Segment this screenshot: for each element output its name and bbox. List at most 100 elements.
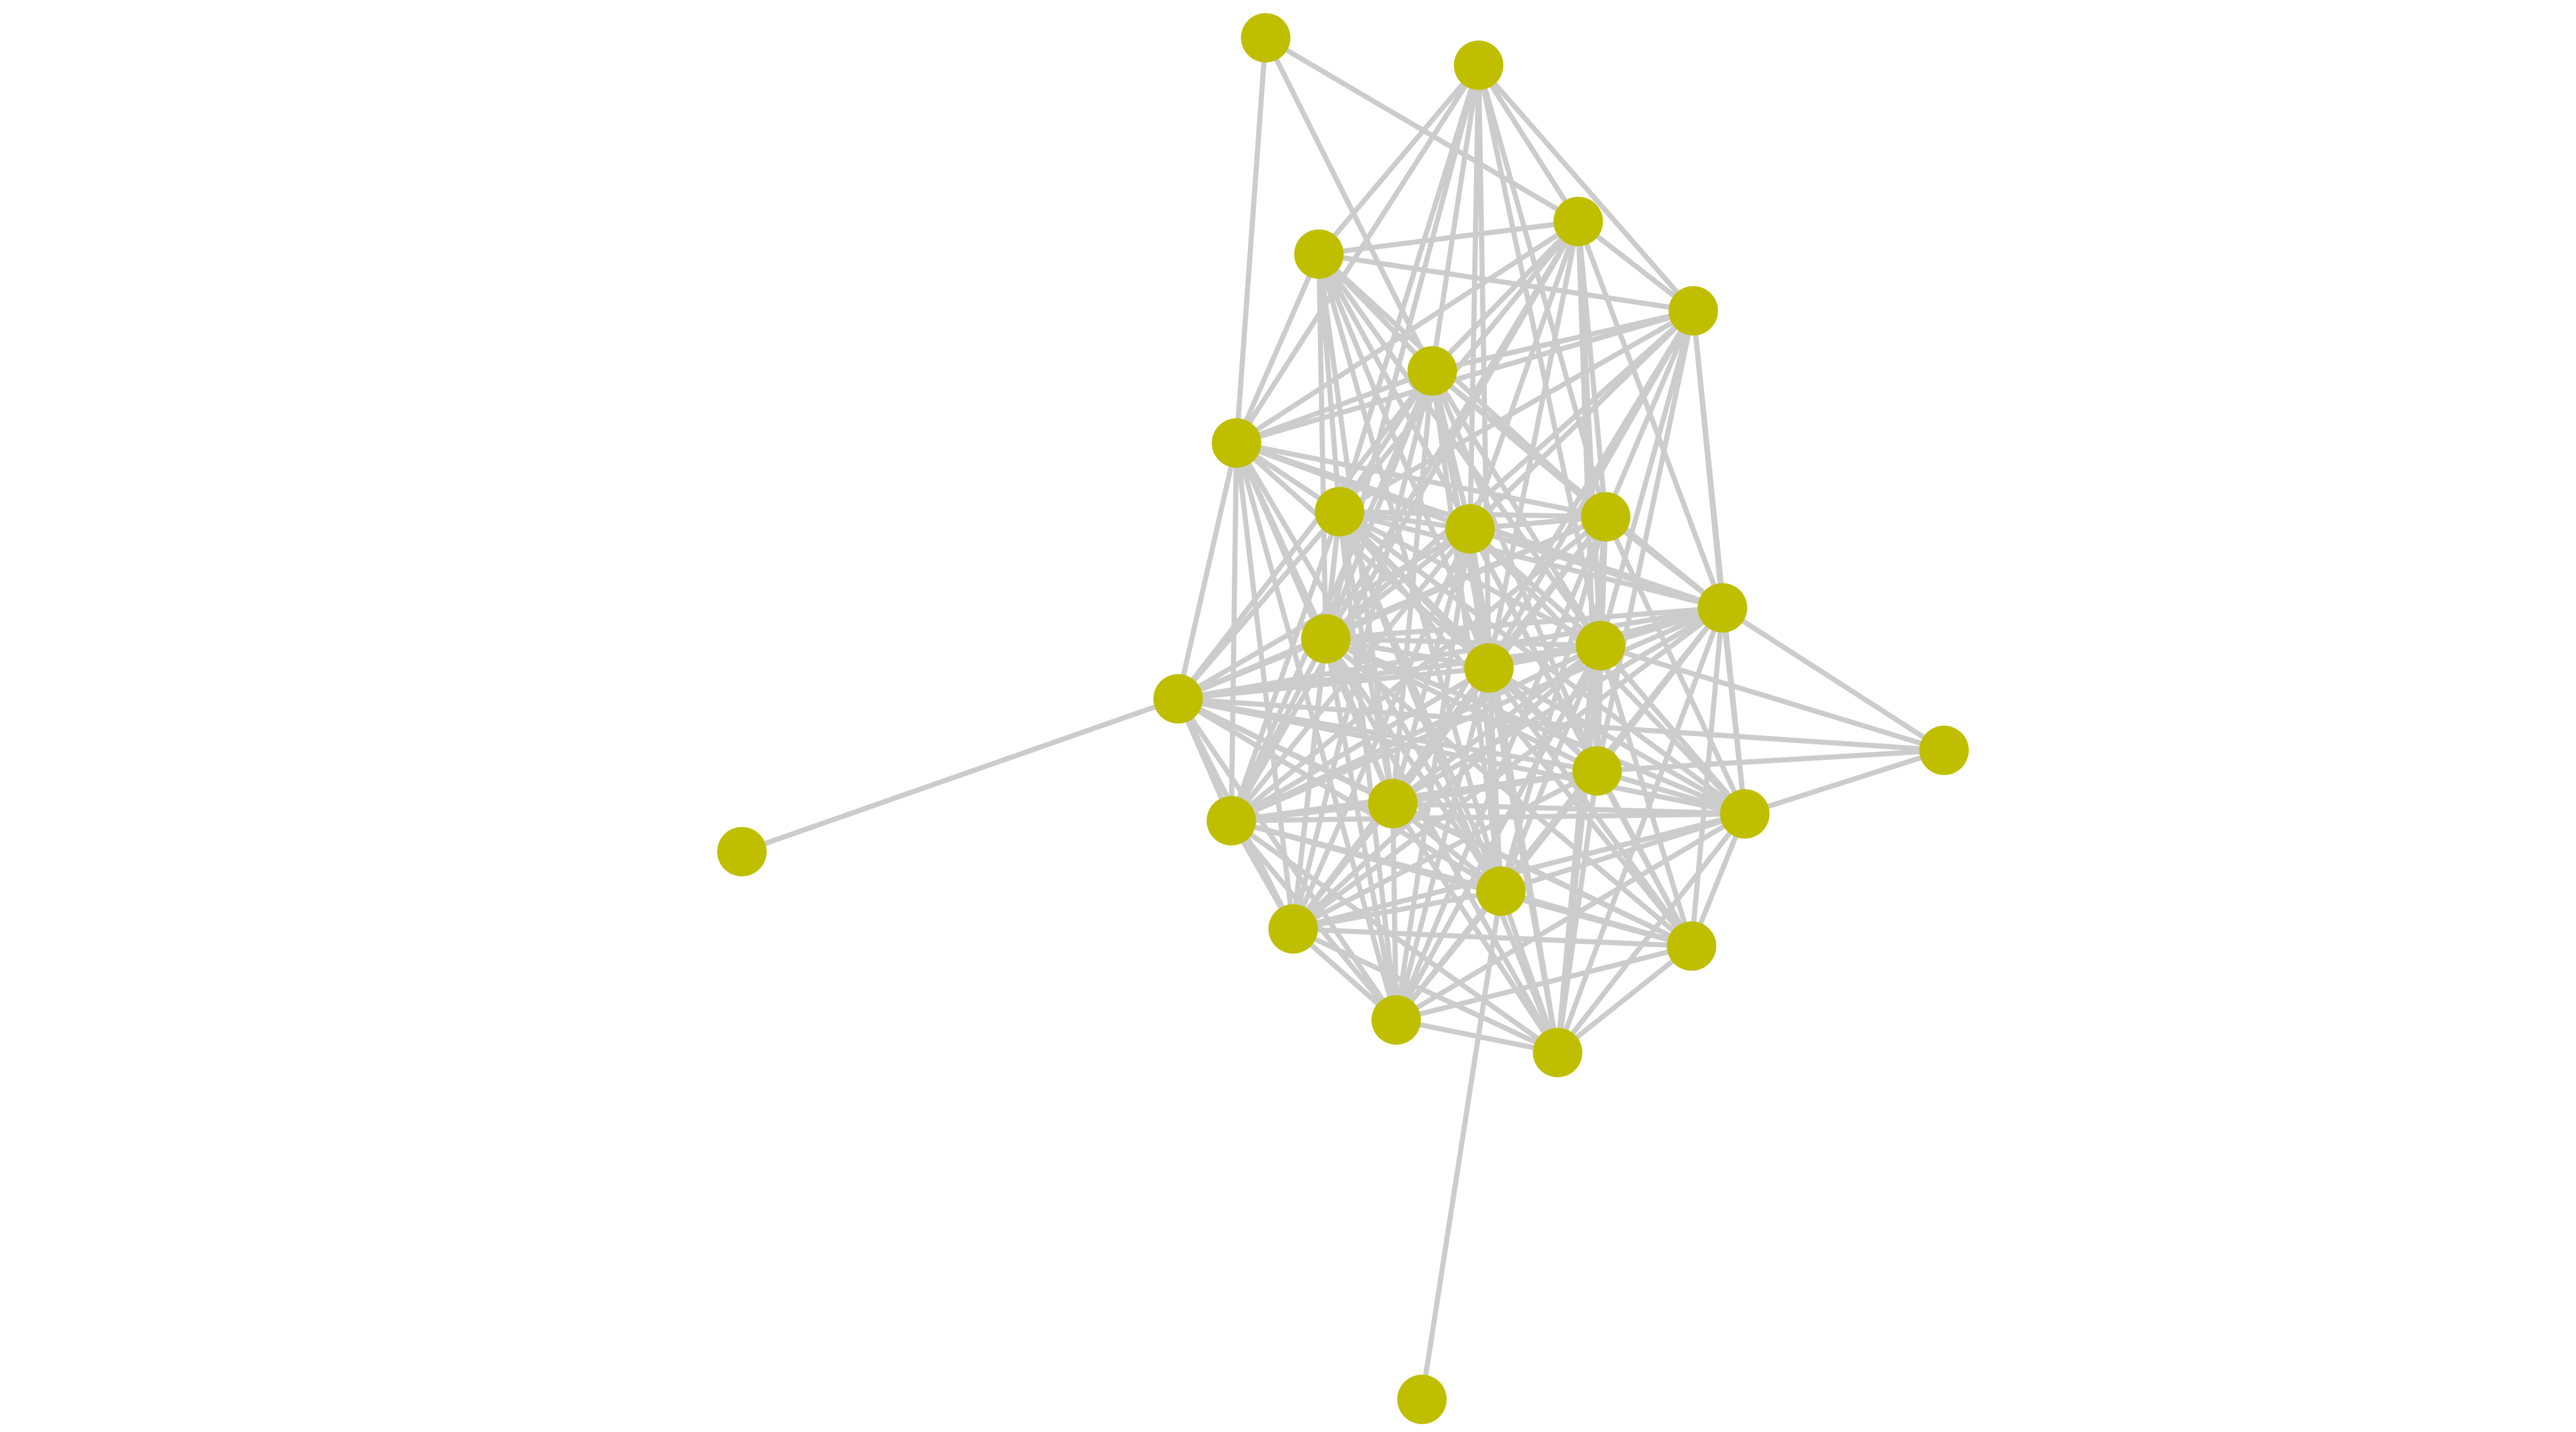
node-11[interactable] [1301,614,1351,663]
edge-14-20 [1177,696,1745,816]
edge-1-6 [1234,63,1481,445]
edge-12-20 [1487,666,1747,816]
node-13[interactable] [1575,621,1625,671]
node-6[interactable] [1212,418,1261,468]
edge-10-25 [1555,607,1725,1054]
node-16[interactable] [1572,746,1622,796]
edge-1-4 [1477,63,1696,313]
edge-10-11 [1325,605,1723,641]
node-23[interactable] [1667,921,1717,971]
edge-19-20 [1393,801,1745,816]
node-15[interactable] [1919,725,1969,775]
node-3[interactable] [1294,229,1344,279]
edge-11-14 [1177,636,1327,702]
edge-19-23 [1392,801,1693,949]
node-2[interactable] [1553,197,1603,246]
edge-10-15 [1721,605,1946,753]
edge-20-22 [1292,811,1745,932]
edge-13-15 [1600,643,1945,753]
edge-21-26 [1419,891,1504,1400]
edge-13-18 [1230,643,1602,823]
edge-1-5 [1430,64,1481,371]
node-4[interactable] [1668,286,1718,336]
edge-1-8 [1467,65,1481,529]
edge-4-6 [1235,308,1694,446]
node-7[interactable] [1315,487,1364,537]
edge-22-23 [1293,926,1692,949]
edge-21-23 [1500,889,1692,949]
edge-16-19 [1392,768,1598,806]
edge-20-24 [1395,811,1747,1022]
edge-0-5 [1263,37,1435,372]
node-21[interactable] [1476,866,1526,916]
edge-7-14 [1176,510,1342,701]
edge-10-14 [1177,605,1723,702]
edge-21-22 [1293,889,1502,932]
nodes-layer [717,13,1969,1424]
edge-19-25 [1391,802,1560,1054]
edge-11-20 [1325,636,1746,816]
edge-15-20 [1744,747,1945,816]
edge-14-21 [1177,696,1502,894]
edge-11-13 [1326,636,1601,649]
edge-19-22 [1291,802,1395,931]
edge-7-10 [1338,509,1723,610]
node-25[interactable] [1533,1028,1583,1078]
edge-1-2 [1476,63,1581,223]
node-20[interactable] [1720,789,1770,839]
edge-14-15 [1178,696,1944,753]
edge-16-23 [1595,770,1694,948]
edge-6-9 [1236,440,1606,520]
node-0[interactable] [1241,13,1291,63]
edge-8-10 [1469,526,1723,610]
node-17[interactable] [717,827,767,877]
edge-5-6 [1235,368,1433,446]
node-26[interactable] [1397,1374,1447,1424]
node-22[interactable] [1268,904,1318,954]
edge-4-13 [1598,310,1696,646]
edge-8-14 [1177,526,1471,701]
edge-11-18 [1229,637,1328,822]
edge-21-24 [1394,889,1503,1022]
node-18[interactable] [1207,796,1256,846]
edge-6-14 [1175,442,1239,700]
edge-4-9 [1603,310,1696,518]
node-1[interactable] [1454,40,1503,90]
edge-14-17 [741,696,1179,855]
edge-22-25 [1292,926,1559,1055]
edge-1-3 [1317,63,1481,256]
edge-13-19 [1391,643,1602,806]
edges-layer [741,36,1946,1400]
edge-12-18 [1230,666,1490,823]
node-12[interactable] [1464,643,1514,693]
edge-2-5 [1430,219,1580,373]
edge-13-14 [1178,643,1601,702]
edge-16-20 [1596,768,1746,816]
edge-24-25 [1396,1017,1558,1055]
edge-12-16 [1487,666,1599,773]
edge-10-23 [1689,607,1725,947]
edge-23-24 [1395,943,1692,1022]
node-9[interactable] [1581,492,1631,542]
edge-2-3 [1318,219,1579,257]
edge-10-20 [1720,607,1748,814]
node-5[interactable] [1408,346,1457,396]
edge-7-18 [1229,510,1342,822]
edge-2-8 [1467,220,1581,530]
edge-3-4 [1318,251,1694,314]
edge-15-16 [1597,747,1944,774]
edge-13-22 [1291,643,1603,931]
node-19[interactable] [1368,779,1418,828]
node-8[interactable] [1445,504,1495,554]
edge-11-19 [1323,638,1395,805]
edge-4-7 [1338,308,1695,514]
edge-0-6 [1234,37,1268,444]
node-14[interactable] [1153,674,1203,724]
edge-1-7 [1337,64,1481,513]
edge-8-11 [1324,526,1472,641]
edge-3-6 [1234,253,1321,444]
edge-13-21 [1498,644,1603,892]
node-24[interactable] [1371,995,1421,1045]
node-10[interactable] [1698,583,1748,633]
